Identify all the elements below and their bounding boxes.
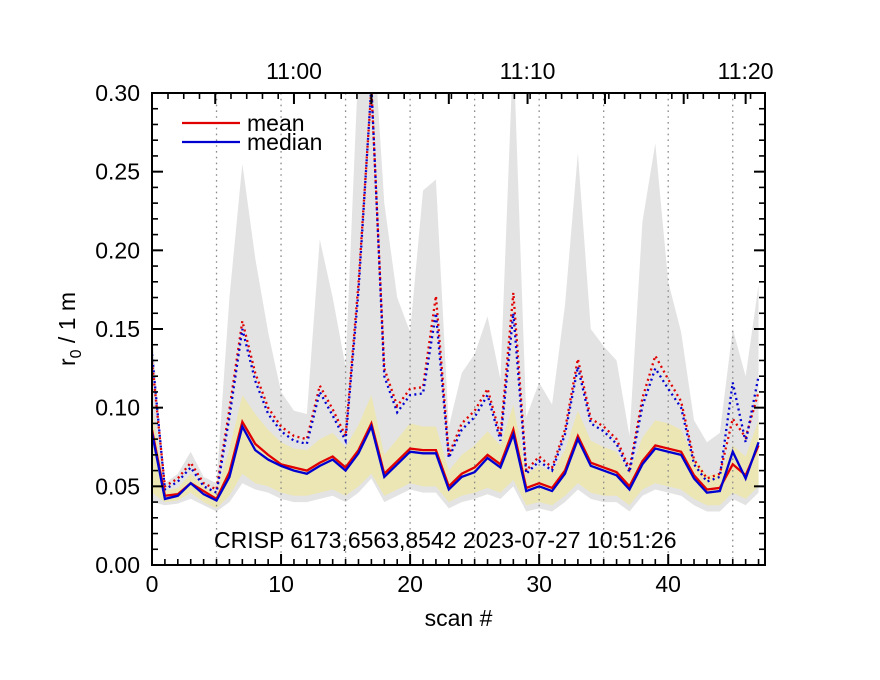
top-axis-time-label: 11:10 (500, 58, 556, 84)
y-axis-title-text: r0 / 1 m (54, 292, 85, 366)
y-axis-title: r0 / 1 m (54, 292, 85, 366)
axis-ticks (151, 92, 765, 566)
x-tick-label: 30 (526, 571, 552, 597)
x-axis-title: scan # (425, 605, 493, 631)
y-tick-label: 0.00 (95, 552, 140, 578)
series-line-mean (152, 418, 760, 501)
y-tick-label: 0.30 (95, 80, 140, 106)
chart-annotation: CRISP 6173,6563,8542 2023-07-27 10:51:26 (214, 527, 677, 553)
full-range-band (152, 93, 759, 512)
series-line-median (152, 423, 760, 503)
series-line-median-upper (152, 93, 760, 495)
top-axis-time-label: 11:20 (718, 58, 774, 84)
x-tick-label: 0 (146, 571, 159, 597)
y-tick-label: 0.15 (95, 316, 140, 342)
y-tick-label: 0.05 (95, 473, 140, 499)
axis-tick-labels: 0 10 20 30 40 0.00 0.05 0.10 0.15 0.20 0.25 0.30 11:… (95, 58, 773, 597)
quartile-band (152, 395, 759, 509)
legend-label-mean: mean (247, 110, 305, 136)
x-tick-label: 20 (397, 571, 423, 597)
top-axis-time-label: 11:00 (266, 58, 322, 84)
legend-label-median: median (247, 129, 322, 155)
x-tick-label: 40 (655, 571, 681, 597)
x-tick-label: 10 (268, 571, 294, 597)
y-tick-label: 0.10 (95, 395, 140, 421)
y-tick-label: 0.20 (95, 237, 140, 263)
uncertainty-bands (152, 93, 759, 512)
data-series (152, 93, 760, 503)
y-tick-label: 0.25 (95, 159, 140, 185)
